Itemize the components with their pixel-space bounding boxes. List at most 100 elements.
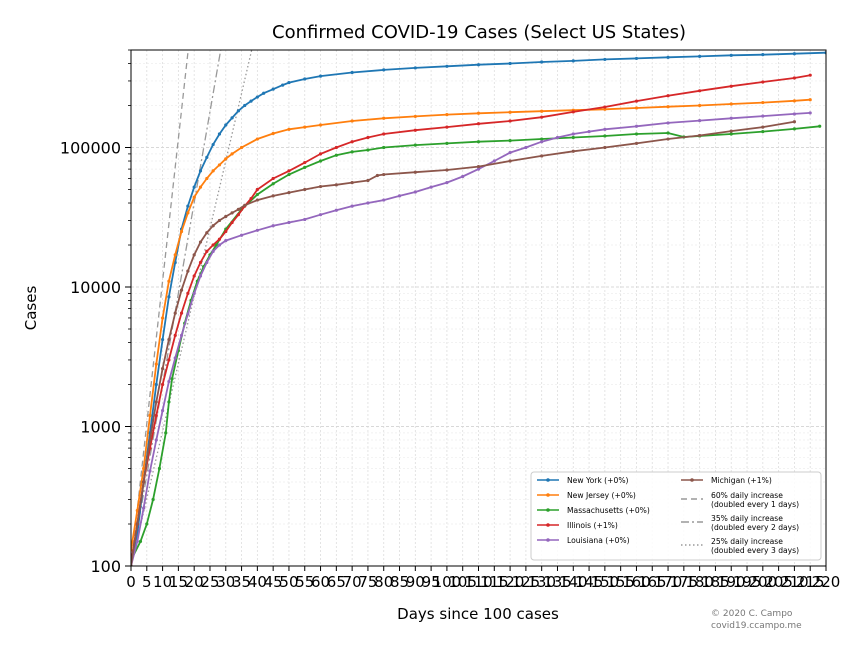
series-point-illinois xyxy=(508,119,512,123)
series-point-illinois xyxy=(698,89,702,93)
series-point-louisiana xyxy=(142,506,146,510)
series-point-louisiana xyxy=(148,469,152,473)
x-tick-label: 10 xyxy=(153,573,172,591)
series-point-new xyxy=(698,103,702,108)
series-point-new xyxy=(255,95,259,99)
series-point-louisiana xyxy=(397,194,402,198)
series-point-louisiana xyxy=(186,312,190,316)
series-point-michigan xyxy=(334,183,338,187)
series-point-louisiana xyxy=(318,213,323,217)
series-point-new xyxy=(224,157,228,161)
series-point-new xyxy=(445,64,449,68)
y-tick-label: 100 xyxy=(90,557,121,576)
series-point-new xyxy=(666,55,670,59)
series-point-new xyxy=(142,466,146,471)
series-point-new xyxy=(571,59,575,63)
x-axis-label: Days since 100 cases xyxy=(397,605,559,623)
series-point-massachusetts xyxy=(151,497,155,502)
legend-box xyxy=(530,471,822,561)
series-point-massachusetts xyxy=(571,135,575,140)
x-tick-label: 70 xyxy=(343,573,362,591)
series-point-new xyxy=(186,211,190,215)
series-point-louisiana xyxy=(476,167,481,171)
series-point-illinois xyxy=(445,125,449,129)
series-point-new xyxy=(508,61,512,66)
series-point-new xyxy=(303,77,307,81)
series-point-illinois xyxy=(729,84,733,88)
series-point-louisiana xyxy=(413,190,417,194)
series-point-new xyxy=(350,70,354,75)
series-point-michigan xyxy=(318,184,323,189)
series-point-illinois xyxy=(211,243,215,247)
legend-swatch-marker xyxy=(546,478,550,482)
series-point-michigan xyxy=(540,154,544,158)
series-point-michigan xyxy=(236,207,241,212)
x-tick-label: 125 xyxy=(512,573,541,591)
series-point-michigan xyxy=(224,214,228,219)
series-point-michigan xyxy=(192,253,196,257)
x-tick-label: 215 xyxy=(796,573,825,591)
x-tick-label: 20 xyxy=(185,573,204,591)
legend-swatch-marker xyxy=(546,508,550,512)
series-point-massachusetts xyxy=(761,130,765,134)
series-point-new xyxy=(634,56,639,61)
series-point-new xyxy=(413,66,417,70)
series-point-illinois xyxy=(350,140,354,144)
series-point-louisiana xyxy=(761,114,765,118)
series-point-illinois xyxy=(224,229,228,234)
series-point-massachusetts xyxy=(382,145,386,150)
series-point-massachusetts xyxy=(167,400,171,404)
legend-swatch-marker xyxy=(690,478,694,482)
x-tick-label: 200 xyxy=(748,573,777,591)
series-point-michigan xyxy=(167,337,171,342)
y-tick-label: 10000 xyxy=(70,278,121,297)
legend-label: Louisiana (+0%) xyxy=(567,536,630,545)
series-point-michigan xyxy=(230,211,234,215)
series-point-illinois xyxy=(287,169,291,173)
series-point-illinois xyxy=(255,187,259,192)
legend: New York (+0%) New Jersey (+0%) Massachuse… xyxy=(530,471,822,561)
series-point-new xyxy=(698,54,702,58)
series-point-new xyxy=(761,53,765,57)
series-point-new xyxy=(192,195,196,199)
series-point-new xyxy=(255,137,259,141)
axes: 0 5 10152025303540455055606570758085909510… xyxy=(60,49,840,591)
x-tick-label: 210 xyxy=(780,573,809,591)
series-point-michigan xyxy=(148,438,152,442)
series-point-louisiana xyxy=(634,124,639,128)
series-point-illinois xyxy=(230,220,234,225)
series-point-illinois xyxy=(366,135,370,140)
series-point-new xyxy=(666,105,670,109)
series-point-new xyxy=(239,145,244,150)
x-tick-label: 80 xyxy=(374,573,393,591)
series-point-new xyxy=(382,68,386,72)
credit-line-2: covid19.ccampo.me xyxy=(711,621,802,631)
series-point-new xyxy=(160,316,165,320)
series-point-louisiana xyxy=(524,145,528,150)
legend-label: 25% daily increase (doubled every 3 days) xyxy=(711,537,799,555)
series-point-louisiana xyxy=(192,291,196,295)
series-point-new xyxy=(192,185,196,189)
series-point-michigan xyxy=(508,159,512,163)
series-point-michigan xyxy=(211,224,215,228)
series-point-massachusetts xyxy=(287,172,291,177)
x-tick-label: 135 xyxy=(543,573,572,591)
series-point-new xyxy=(318,123,323,127)
series-point-illinois xyxy=(167,358,171,362)
x-tick-label: 90 xyxy=(406,573,425,591)
series-point-illinois xyxy=(792,76,797,80)
series-point-louisiana xyxy=(729,116,733,120)
x-tick-label: 190 xyxy=(717,573,746,591)
series-point-louisiana xyxy=(271,224,275,228)
x-tick-label: 170 xyxy=(654,573,683,591)
series-point-new xyxy=(281,83,285,87)
x-tick-label: 165 xyxy=(638,573,667,591)
series-point-louisiana xyxy=(167,379,171,384)
legend-label: Illinois (+1%) xyxy=(567,521,618,530)
series-point-michigan xyxy=(179,288,184,292)
series-point-illinois xyxy=(217,237,222,241)
series-point-louisiana xyxy=(303,217,307,222)
series-point-louisiana xyxy=(160,409,165,413)
x-tick-label: 155 xyxy=(606,573,635,591)
